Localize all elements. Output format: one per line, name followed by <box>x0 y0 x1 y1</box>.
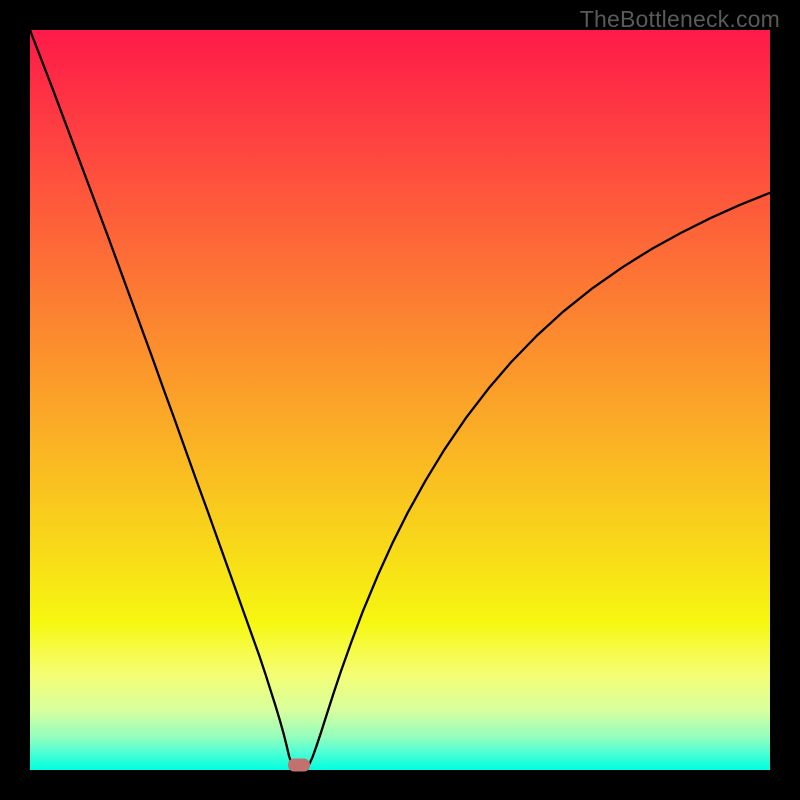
optimal-marker <box>288 758 310 771</box>
bottleneck-curve <box>30 30 770 770</box>
watermark-text: TheBottleneck.com <box>580 6 780 33</box>
plot-area <box>30 30 770 770</box>
